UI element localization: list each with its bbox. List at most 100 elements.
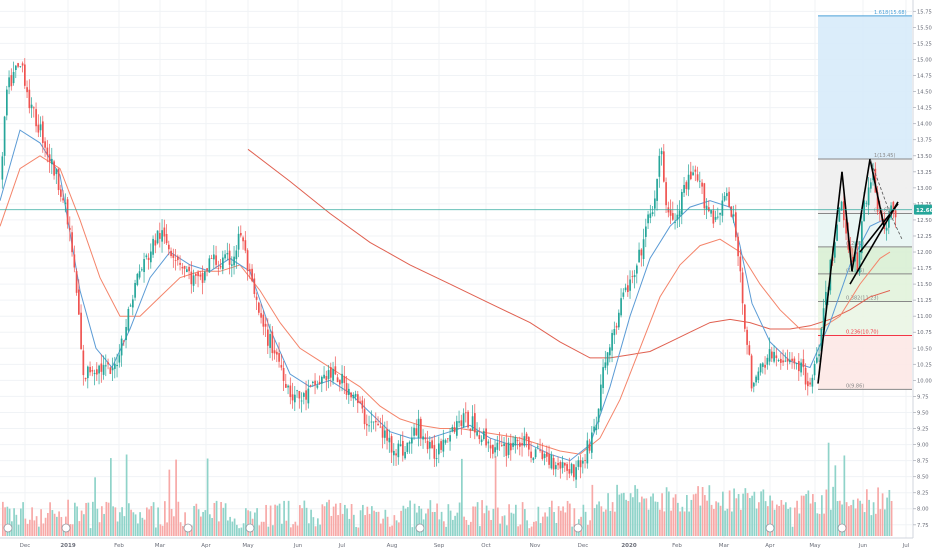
- candle-body[interactable]: [132, 299, 134, 308]
- candle-body[interactable]: [111, 367, 114, 371]
- candle-body[interactable]: [287, 385, 289, 388]
- candle-body[interactable]: [226, 253, 229, 255]
- candle-body[interactable]: [359, 401, 361, 404]
- candle-body[interactable]: [393, 450, 395, 456]
- candle-body[interactable]: [789, 359, 791, 363]
- candle-body[interactable]: [818, 354, 820, 357]
- candle-body[interactable]: [327, 370, 330, 379]
- candle-body[interactable]: [244, 240, 247, 251]
- candle-body[interactable]: [804, 367, 807, 385]
- candle-body[interactable]: [219, 265, 222, 268]
- candle-body[interactable]: [595, 424, 598, 431]
- candle-body[interactable]: [496, 442, 499, 450]
- candle-body[interactable]: [17, 63, 19, 67]
- candle-body[interactable]: [615, 325, 618, 328]
- candle-body[interactable]: [492, 444, 494, 454]
- candle-body[interactable]: [147, 257, 150, 261]
- candle-body[interactable]: [543, 454, 546, 459]
- candle-body[interactable]: [363, 409, 366, 425]
- candle-body[interactable]: [163, 227, 166, 237]
- candle-body[interactable]: [426, 440, 429, 450]
- candle-body[interactable]: [381, 426, 384, 438]
- candle-body[interactable]: [109, 367, 112, 374]
- candle-body[interactable]: [123, 340, 125, 342]
- candle-body[interactable]: [235, 250, 238, 260]
- candle-body[interactable]: [332, 368, 334, 381]
- candle-body[interactable]: [453, 427, 456, 433]
- candle-body[interactable]: [487, 441, 490, 444]
- candle-body[interactable]: [188, 266, 190, 272]
- candle-body[interactable]: [325, 376, 328, 381]
- candle-body[interactable]: [498, 442, 501, 444]
- candle-body[interactable]: [312, 381, 314, 384]
- candle-body[interactable]: [478, 435, 481, 440]
- candle-body[interactable]: [300, 400, 303, 402]
- candle-body[interactable]: [512, 442, 514, 447]
- candle-body[interactable]: [555, 465, 557, 470]
- candle-body[interactable]: [816, 357, 818, 363]
- candle-body[interactable]: [44, 141, 46, 148]
- candle-body[interactable]: [201, 272, 204, 283]
- candle-body[interactable]: [231, 264, 233, 266]
- candle-body[interactable]: [255, 296, 258, 300]
- candle-body[interactable]: [30, 104, 33, 109]
- candle-body[interactable]: [458, 421, 460, 423]
- candle-body[interactable]: [273, 350, 276, 354]
- candle-body[interactable]: [699, 180, 701, 182]
- candle-body[interactable]: [431, 440, 433, 449]
- candle-body[interactable]: [559, 462, 562, 469]
- candle-body[interactable]: [750, 355, 753, 389]
- candle-body[interactable]: [737, 236, 739, 257]
- candle-body[interactable]: [213, 254, 215, 260]
- candle-body[interactable]: [150, 251, 152, 263]
- candle-body[interactable]: [642, 239, 645, 260]
- candle-body[interactable]: [429, 441, 431, 449]
- dividend-marker[interactable]: [245, 523, 255, 533]
- candle-body[interactable]: [510, 443, 512, 451]
- candle-body[interactable]: [442, 439, 445, 452]
- candles[interactable]: [1, 58, 897, 489]
- candle-body[interactable]: [773, 351, 775, 362]
- candle-body[interactable]: [519, 442, 521, 447]
- candle-body[interactable]: [548, 453, 550, 465]
- candle-body[interactable]: [98, 365, 100, 374]
- candle-body[interactable]: [271, 331, 274, 354]
- candle-body[interactable]: [307, 388, 310, 404]
- candle-body[interactable]: [39, 124, 42, 131]
- candle-body[interactable]: [291, 394, 294, 401]
- candle-body[interactable]: [57, 168, 60, 191]
- candle-body[interactable]: [723, 195, 726, 201]
- candle-body[interactable]: [154, 240, 157, 246]
- dividend-marker[interactable]: [837, 523, 847, 533]
- candle-body[interactable]: [629, 279, 631, 291]
- candle-body[interactable]: [269, 334, 271, 348]
- candle-body[interactable]: [676, 214, 679, 221]
- candle-body[interactable]: [739, 256, 742, 272]
- candle-body[interactable]: [541, 450, 544, 459]
- candle-body[interactable]: [593, 426, 595, 432]
- candle-body[interactable]: [843, 201, 845, 221]
- pattern-trendline[interactable]: [859, 203, 899, 253]
- candle-body[interactable]: [631, 276, 634, 277]
- candle-body[interactable]: [721, 200, 724, 216]
- candle-body[interactable]: [730, 206, 733, 217]
- candle-body[interactable]: [687, 174, 690, 190]
- candle-body[interactable]: [190, 271, 193, 285]
- candle-body[interactable]: [879, 211, 881, 214]
- candle-body[interactable]: [705, 205, 708, 210]
- candle-body[interactable]: [345, 383, 348, 395]
- candle-body[interactable]: [530, 451, 532, 458]
- candle-body[interactable]: [84, 377, 87, 380]
- candle-body[interactable]: [78, 289, 80, 315]
- candle-body[interactable]: [264, 323, 267, 327]
- candle-body[interactable]: [575, 467, 577, 480]
- candle-body[interactable]: [87, 366, 89, 379]
- candle-body[interactable]: [735, 212, 737, 238]
- candle-body[interactable]: [447, 438, 449, 440]
- candle-body[interactable]: [663, 151, 665, 182]
- candle-body[interactable]: [260, 313, 262, 318]
- candle-body[interactable]: [521, 443, 523, 446]
- candle-body[interactable]: [480, 439, 483, 443]
- candle-body[interactable]: [60, 189, 62, 197]
- candle-body[interactable]: [377, 423, 379, 426]
